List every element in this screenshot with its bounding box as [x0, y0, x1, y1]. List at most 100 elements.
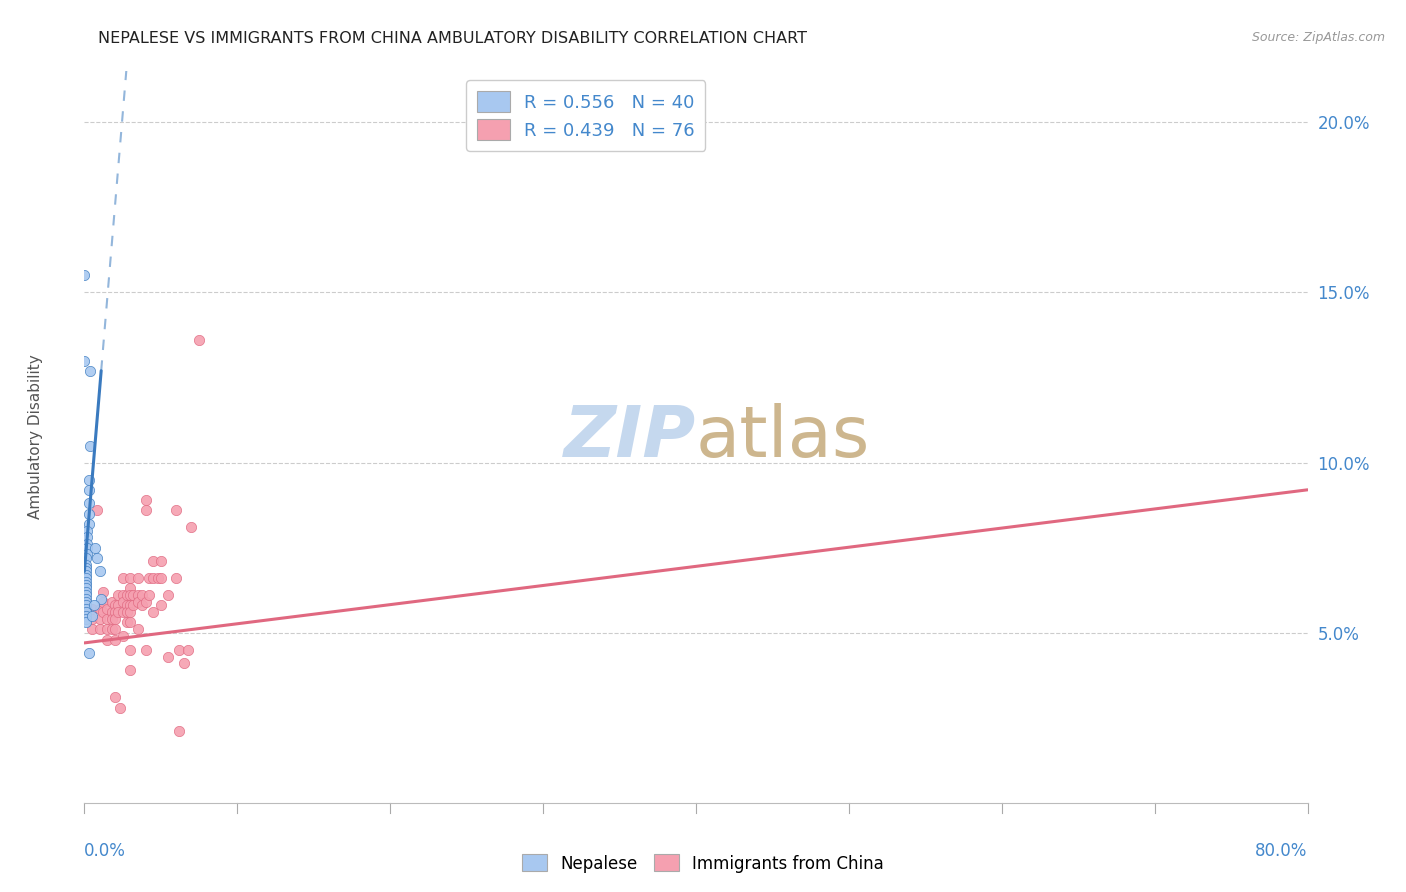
Point: [122, 588, 145, 602]
Point: [173, 657, 195, 671]
Text: ZIP: ZIP: [564, 402, 696, 472]
Point: [91, 605, 114, 619]
Point: [115, 599, 138, 613]
Point: [165, 503, 187, 517]
Point: [96, 612, 118, 626]
Point: [80, 612, 103, 626]
Point: [104, 612, 127, 626]
Point: [77, 483, 100, 497]
Point: [80, 608, 103, 623]
Point: [138, 571, 160, 585]
Point: [142, 571, 165, 585]
Point: [75, 567, 97, 582]
Text: 80.0%: 80.0%: [1256, 842, 1308, 860]
Point: [89, 602, 111, 616]
Point: [101, 612, 124, 626]
Point: [149, 599, 172, 613]
Point: [120, 663, 142, 677]
Point: [177, 642, 200, 657]
Point: [86, 503, 108, 517]
Point: [80, 602, 103, 616]
Text: NEPALESE VS IMMIGRANTS FROM CHINA AMBULATORY DISABILITY CORRELATION CHART: NEPALESE VS IMMIGRANTS FROM CHINA AMBULA…: [98, 31, 807, 46]
Point: [120, 571, 142, 585]
Point: [120, 642, 142, 657]
Point: [188, 333, 211, 347]
Point: [76, 541, 98, 555]
Point: [149, 571, 172, 585]
Point: [75, 550, 97, 565]
Point: [101, 622, 124, 636]
Point: [90, 591, 112, 606]
Point: [157, 649, 180, 664]
Point: [96, 622, 118, 636]
Point: [96, 602, 118, 616]
Point: [131, 599, 153, 613]
Point: [84, 541, 107, 555]
Point: [127, 571, 149, 585]
Point: [115, 605, 138, 619]
Text: Source: ZipAtlas.com: Source: ZipAtlas.com: [1251, 31, 1385, 45]
Point: [120, 615, 142, 630]
Point: [75, 608, 97, 623]
Point: [89, 565, 111, 579]
Point: [75, 558, 97, 572]
Point: [73, 268, 96, 283]
Point: [75, 591, 97, 606]
Point: [115, 588, 138, 602]
Point: [77, 646, 100, 660]
Point: [101, 595, 124, 609]
Point: [120, 599, 142, 613]
Point: [104, 622, 127, 636]
Point: [101, 605, 124, 619]
Point: [180, 520, 202, 534]
Point: [111, 588, 134, 602]
Point: [75, 561, 97, 575]
Text: atlas: atlas: [696, 402, 870, 472]
Point: [120, 582, 142, 596]
Point: [108, 700, 131, 714]
Point: [111, 571, 134, 585]
Point: [73, 353, 96, 368]
Point: [167, 724, 190, 739]
Point: [91, 595, 114, 609]
Point: [135, 595, 157, 609]
Point: [77, 496, 100, 510]
Point: [104, 690, 127, 705]
Point: [111, 629, 134, 643]
Y-axis label: Ambulatory Disability: Ambulatory Disability: [28, 355, 44, 519]
Point: [165, 571, 187, 585]
Point: [79, 439, 101, 453]
Point: [107, 588, 129, 602]
Point: [89, 622, 111, 636]
Point: [75, 571, 97, 585]
Point: [149, 554, 172, 568]
Point: [75, 595, 97, 609]
Point: [135, 493, 157, 508]
Point: [76, 537, 98, 551]
Text: 0.0%: 0.0%: [84, 842, 127, 860]
Point: [75, 588, 97, 602]
Point: [104, 599, 127, 613]
Point: [96, 632, 118, 647]
Point: [83, 599, 105, 613]
Point: [80, 622, 103, 636]
Point: [107, 605, 129, 619]
Point: [86, 550, 108, 565]
Point: [138, 588, 160, 602]
Point: [120, 605, 142, 619]
Point: [77, 473, 100, 487]
Point: [111, 605, 134, 619]
Point: [135, 642, 157, 657]
Point: [104, 632, 127, 647]
Point: [75, 602, 97, 616]
Point: [142, 605, 165, 619]
Point: [75, 582, 97, 596]
Point: [142, 554, 165, 568]
Point: [75, 585, 97, 599]
Point: [75, 612, 97, 626]
Point: [75, 578, 97, 592]
Point: [91, 585, 114, 599]
Point: [75, 565, 97, 579]
Point: [127, 588, 149, 602]
Point: [131, 588, 153, 602]
